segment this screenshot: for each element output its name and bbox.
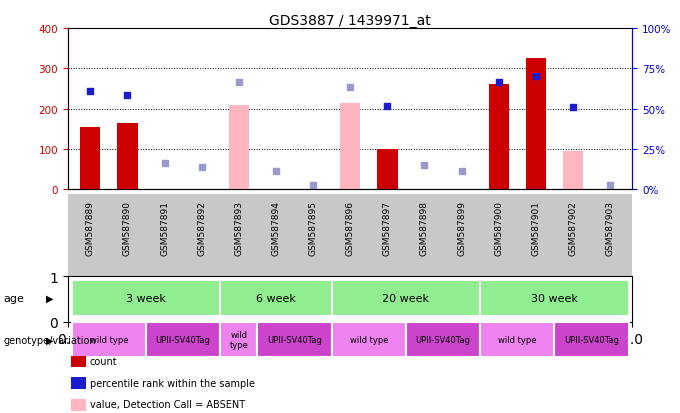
Title: GDS3887 / 1439971_at: GDS3887 / 1439971_at [269, 14, 431, 28]
Point [345, 84, 356, 90]
Text: GSM587889: GSM587889 [86, 201, 95, 256]
Bar [377, 150, 398, 190]
Point [122, 92, 133, 99]
Text: GSM587894: GSM587894 [271, 201, 280, 256]
Bar [257, 322, 332, 357]
Bar [480, 281, 629, 316]
Bar [71, 281, 220, 316]
Bar [332, 322, 406, 357]
Text: genotype/variation: genotype/variation [3, 335, 96, 345]
Text: ▶: ▶ [46, 335, 54, 345]
Bar [563, 152, 583, 190]
Text: UPII-SV40Tag: UPII-SV40Tag [564, 335, 619, 344]
Point [530, 74, 541, 81]
Bar [71, 322, 146, 357]
Text: UPII-SV40Tag: UPII-SV40Tag [267, 335, 322, 344]
Text: 20 week: 20 week [382, 293, 429, 304]
Bar [488, 85, 509, 190]
Text: wild type: wild type [498, 335, 537, 344]
Text: 3 week: 3 week [126, 293, 166, 304]
Point [419, 162, 430, 169]
Text: GSM587891: GSM587891 [160, 201, 169, 256]
Bar [220, 322, 257, 357]
Bar [526, 59, 546, 190]
Text: GSM587897: GSM587897 [383, 201, 392, 256]
Text: value, Detection Call = ABSENT: value, Detection Call = ABSENT [90, 399, 245, 409]
Text: UPII-SV40Tag: UPII-SV40Tag [415, 335, 471, 344]
Text: count: count [90, 356, 118, 366]
Bar [340, 103, 360, 190]
Bar [332, 281, 480, 316]
Text: wild type: wild type [90, 335, 128, 344]
Point [159, 161, 170, 167]
Text: ▶: ▶ [46, 293, 54, 304]
Point [197, 164, 207, 171]
Point [271, 169, 282, 175]
Text: GSM587902: GSM587902 [568, 201, 577, 256]
Text: wild type: wild type [350, 335, 388, 344]
Text: GSM587900: GSM587900 [494, 201, 503, 256]
Bar [117, 123, 137, 190]
Text: wild
type: wild type [229, 330, 248, 349]
Text: age: age [3, 293, 24, 304]
Point [85, 88, 96, 95]
Text: percentile rank within the sample: percentile rank within the sample [90, 378, 255, 388]
Text: GSM587898: GSM587898 [420, 201, 429, 256]
Point [233, 80, 244, 87]
Bar [146, 322, 220, 357]
Text: GSM587893: GSM587893 [235, 201, 243, 256]
Point [605, 182, 615, 188]
Bar [228, 105, 249, 190]
Text: 30 week: 30 week [531, 293, 578, 304]
Text: UPII-SV40Tag: UPII-SV40Tag [156, 335, 211, 344]
Point [568, 104, 579, 111]
Point [307, 183, 318, 189]
Text: GSM587899: GSM587899 [457, 201, 466, 256]
Bar [554, 322, 629, 357]
Bar [220, 281, 332, 316]
Text: GSM587890: GSM587890 [123, 201, 132, 256]
Text: GSM587895: GSM587895 [309, 201, 318, 256]
Text: GSM587901: GSM587901 [531, 201, 541, 256]
Text: 6 week: 6 week [256, 293, 296, 304]
Text: GSM587903: GSM587903 [606, 201, 615, 256]
Bar [406, 322, 480, 357]
Text: GSM587892: GSM587892 [197, 201, 206, 256]
Text: GSM587896: GSM587896 [345, 201, 355, 256]
Point [382, 103, 393, 110]
Bar [80, 128, 101, 190]
Point [493, 80, 504, 87]
Bar [480, 322, 554, 357]
Point [456, 169, 467, 175]
